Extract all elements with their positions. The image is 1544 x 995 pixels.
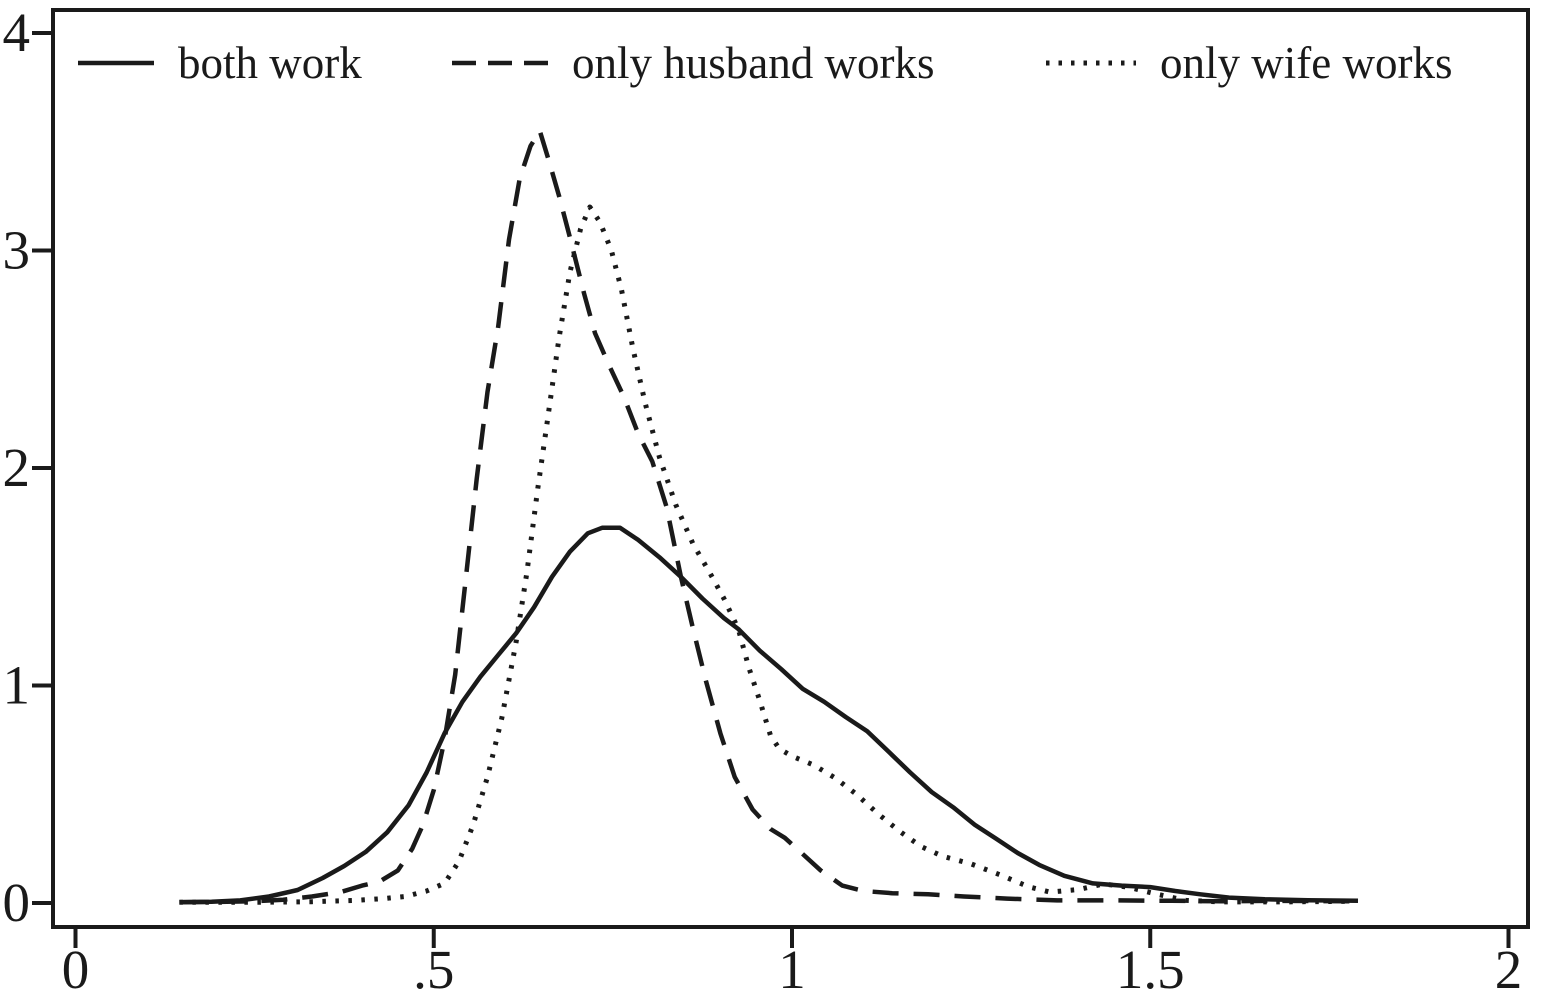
- legend-label-both-work: both work: [178, 37, 362, 88]
- y-tick-label: 2: [3, 437, 31, 498]
- dashed-line-icon: [452, 60, 548, 66]
- legend-item-only-husband-works: only husband works: [452, 40, 934, 86]
- legend-item-both-work: both work: [78, 40, 362, 86]
- x-tick-label: .5: [413, 939, 454, 995]
- x-tick-label: 1.5: [1116, 939, 1185, 995]
- series-line-only-husband-works: [179, 128, 1351, 905]
- dotted-line-icon: [1046, 60, 1136, 66]
- x-tick-label: 1: [778, 939, 806, 995]
- series-line-only-wife-works: [179, 204, 1351, 905]
- y-tick-label: 0: [3, 872, 31, 933]
- legend-label-only-husband-works: only husband works: [572, 37, 935, 88]
- y-tick-label: 1: [3, 655, 31, 716]
- y-tick-label: 4: [3, 2, 31, 63]
- legend-label-only-wife-works: only wife works: [1160, 37, 1453, 88]
- y-tick-label: 3: [3, 220, 31, 281]
- x-tick-label: 0: [62, 939, 90, 995]
- x-tick-label: 2: [1495, 939, 1523, 995]
- solid-line-icon: [78, 60, 154, 66]
- legend-item-only-wife-works: only wife works: [1046, 40, 1452, 86]
- series-line-both-work: [179, 525, 1359, 905]
- plot-border: [51, 8, 1530, 929]
